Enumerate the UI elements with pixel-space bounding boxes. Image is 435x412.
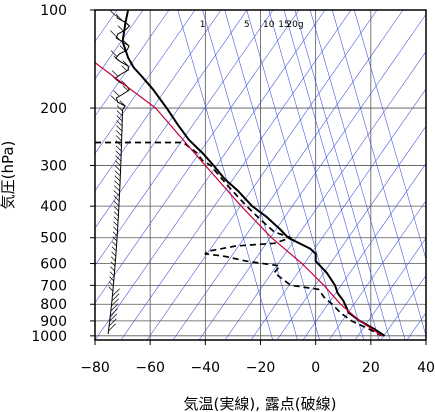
wind-barb-flags (108, 10, 130, 332)
y-tick-label: 900 (40, 314, 67, 330)
dry-adiabat-line (95, 10, 222, 192)
x-axis-ticks: −80 −60 −40 −20 0 20 40 (80, 340, 435, 376)
dry-adiabat-line (354, 237, 426, 340)
mixing-ratio-label: 10 (263, 20, 275, 30)
y-tick-label: 700 (40, 278, 67, 294)
dry-adiabat-line (328, 200, 426, 340)
dry-adiabat-line (380, 274, 426, 340)
mixing-ratio-line (354, 10, 426, 261)
dry-adiabat-line (198, 13, 426, 340)
dry-adiabat-line (120, 10, 352, 340)
dry-adiabat-line (95, 10, 300, 304)
mixing-ratio-line (309, 10, 406, 340)
y-tick-label: 800 (40, 297, 67, 313)
wind-barbs (107, 10, 131, 335)
x-tick-label: −60 (135, 360, 165, 376)
mixing-ratio-label: 5 (244, 20, 250, 30)
dry-adiabat-line (146, 10, 378, 340)
temperature-line (121, 10, 386, 337)
mixing-ratio-label: 15 (278, 20, 289, 30)
mixing-ratio-line (177, 10, 274, 340)
y-tick-label: 400 (40, 199, 67, 215)
dry-adiabat-line (95, 10, 196, 154)
mixing-ratio-line (294, 10, 391, 340)
mixing-ratio-line (246, 10, 342, 340)
adiabat-line (95, 62, 383, 337)
dry-adiabat-line (95, 10, 170, 117)
x-tick-label: 0 (311, 360, 320, 376)
x-axis-title: 気温(実線), 露点(破線) (184, 395, 337, 412)
y-tick-label: 200 (40, 101, 67, 117)
dewpoint-line (95, 141, 383, 337)
dry-adiabat-line (276, 125, 426, 340)
y-tick-label: 300 (40, 158, 67, 174)
y-axis-title: 気圧(hPa) (0, 141, 17, 210)
data-series (95, 10, 386, 337)
mixing-ratio-line (202, 10, 298, 340)
y-tick-label: 1000 (31, 329, 67, 345)
dry-adiabat-line (95, 10, 248, 229)
mixing-ratio-line (283, 10, 380, 340)
x-tick-label: 20 (362, 360, 380, 376)
dry-adiabat-line (224, 51, 426, 340)
mixing-ratio-label: 20g (286, 20, 303, 30)
x-tick-label: −20 (246, 360, 276, 376)
y-tick-label: 600 (40, 257, 67, 273)
mixing-ratio-line (224, 10, 320, 340)
guide-lines (95, 10, 426, 340)
y-tick-label: 100 (40, 3, 67, 19)
mixing-ratio-line (331, 10, 426, 337)
x-tick-label: 40 (417, 360, 435, 376)
dry-adiabat-line (95, 10, 144, 80)
dry-adiabat-line (172, 10, 404, 340)
dry-adiabat-line (302, 163, 426, 340)
y-tick-label: 500 (40, 231, 67, 247)
mixing-ratio-line (268, 10, 365, 340)
dry-adiabat-line (95, 10, 326, 340)
x-tick-label: −80 (80, 360, 110, 376)
mixing-ratio-label: 1 (200, 20, 206, 30)
dry-adiabat-line (95, 10, 274, 266)
x-tick-label: −40 (191, 360, 221, 376)
